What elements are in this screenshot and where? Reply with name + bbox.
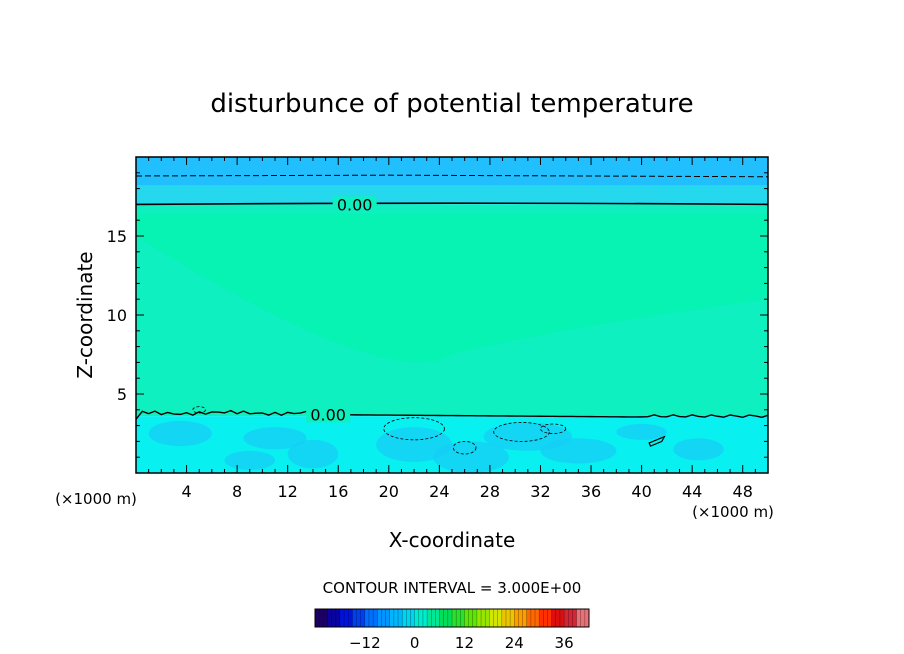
colorbar-swatch [439, 609, 453, 627]
field-blob-2 [287, 439, 339, 469]
field-band-1 [136, 185, 768, 205]
contour-solid-cell [648, 435, 666, 447]
contour-dashed-line [136, 174, 768, 178]
colorbar-swatch [452, 609, 465, 627]
x-tick-label: 32 [530, 482, 550, 501]
colorbar-swatch [514, 609, 528, 627]
colorbar-swatch [377, 609, 391, 627]
colorbar-swatch [414, 609, 428, 627]
x-unit-right: (×1000 m) [692, 503, 774, 521]
colorbar-swatch [564, 609, 577, 627]
contour-label-lower: 0.00 [310, 406, 346, 425]
field-blob-7 [616, 424, 667, 440]
chart-title: disturbunce of potential temperature [210, 89, 693, 119]
field-blob-3 [376, 427, 452, 462]
colorbar-swatch [526, 609, 540, 627]
contour-dashed-cell-4 [192, 406, 206, 414]
colorbar-tick-label: 24 [505, 634, 524, 652]
y-tick-label: 5 [117, 385, 127, 404]
contour-dashed-cell-3 [540, 423, 567, 434]
colorbar-swatch [339, 609, 353, 627]
x-tick-label: 36 [581, 482, 601, 501]
colorbar-tick-label: 12 [455, 634, 474, 652]
colorbar-swatch [352, 609, 366, 627]
colorbar-swatch [389, 609, 403, 627]
colorbar-tick-label: −12 [349, 634, 381, 652]
field-core-region [136, 213, 768, 363]
contour-dashed-cell-1 [452, 440, 477, 455]
field-band-0 [136, 157, 768, 186]
x-tick-label: 8 [232, 482, 242, 501]
colorbar-swatch [402, 609, 416, 627]
contour-upper-line [136, 202, 768, 206]
x-tick-label: 20 [379, 482, 399, 501]
y-tick-label: 15 [107, 227, 127, 246]
colorbar-swatch [364, 609, 378, 627]
x-tick-label: 24 [429, 482, 449, 501]
field-blob-1 [243, 427, 307, 450]
field-layer [136, 157, 768, 473]
contour-lower-line [136, 409, 768, 420]
x-tick-label: 16 [328, 482, 348, 501]
contour-label-lower-bg [306, 406, 351, 423]
colorbar-swatch [489, 609, 503, 627]
contour-interval-label: CONTOUR INTERVAL = 3.000E+00 [323, 579, 582, 597]
colorbar-frame [314, 608, 590, 628]
field-blob-0 [148, 420, 212, 447]
colorbar-tick-label: 0 [410, 634, 420, 652]
x-tick-label: 4 [181, 482, 191, 501]
x-tick-label: 28 [480, 482, 500, 501]
contour-layer: 0.00 0.00 [136, 174, 768, 455]
colorbar: −12 0 12 24 36 [314, 608, 590, 652]
colorbar-swatch [476, 609, 490, 627]
contour-dashed-cell-2 [493, 422, 550, 442]
x-tick-label: 40 [631, 482, 651, 501]
colorbar-swatch [464, 609, 478, 627]
colorbar-swatch [315, 609, 328, 627]
field-blob-9 [224, 450, 276, 470]
colorbar-swatch [576, 609, 590, 627]
colorbar-swatch [327, 609, 341, 627]
x-tick-label: 48 [733, 482, 753, 501]
x-tick-label: 44 [682, 482, 702, 501]
y-axis-label: Z-coordinate [73, 251, 97, 378]
colorbar-swatch [501, 609, 515, 627]
field-blob-6 [540, 438, 617, 464]
colorbar-swatch [551, 609, 565, 627]
contour-dashed-cell-0 [383, 417, 445, 441]
colorbar-swatch [539, 609, 553, 627]
x-unit-left: (×1000 m) [55, 490, 137, 508]
contour-label-upper-bg [332, 196, 377, 213]
field-blob-8 [673, 438, 724, 461]
x-tick-label: 12 [278, 482, 298, 501]
colorbar-swatch [427, 609, 440, 627]
contour-label-upper: 0.00 [337, 195, 373, 214]
x-axis-label: X-coordinate [389, 528, 516, 552]
y-tick-label: 10 [107, 306, 127, 325]
colorbar-tick-label: 36 [555, 634, 574, 652]
